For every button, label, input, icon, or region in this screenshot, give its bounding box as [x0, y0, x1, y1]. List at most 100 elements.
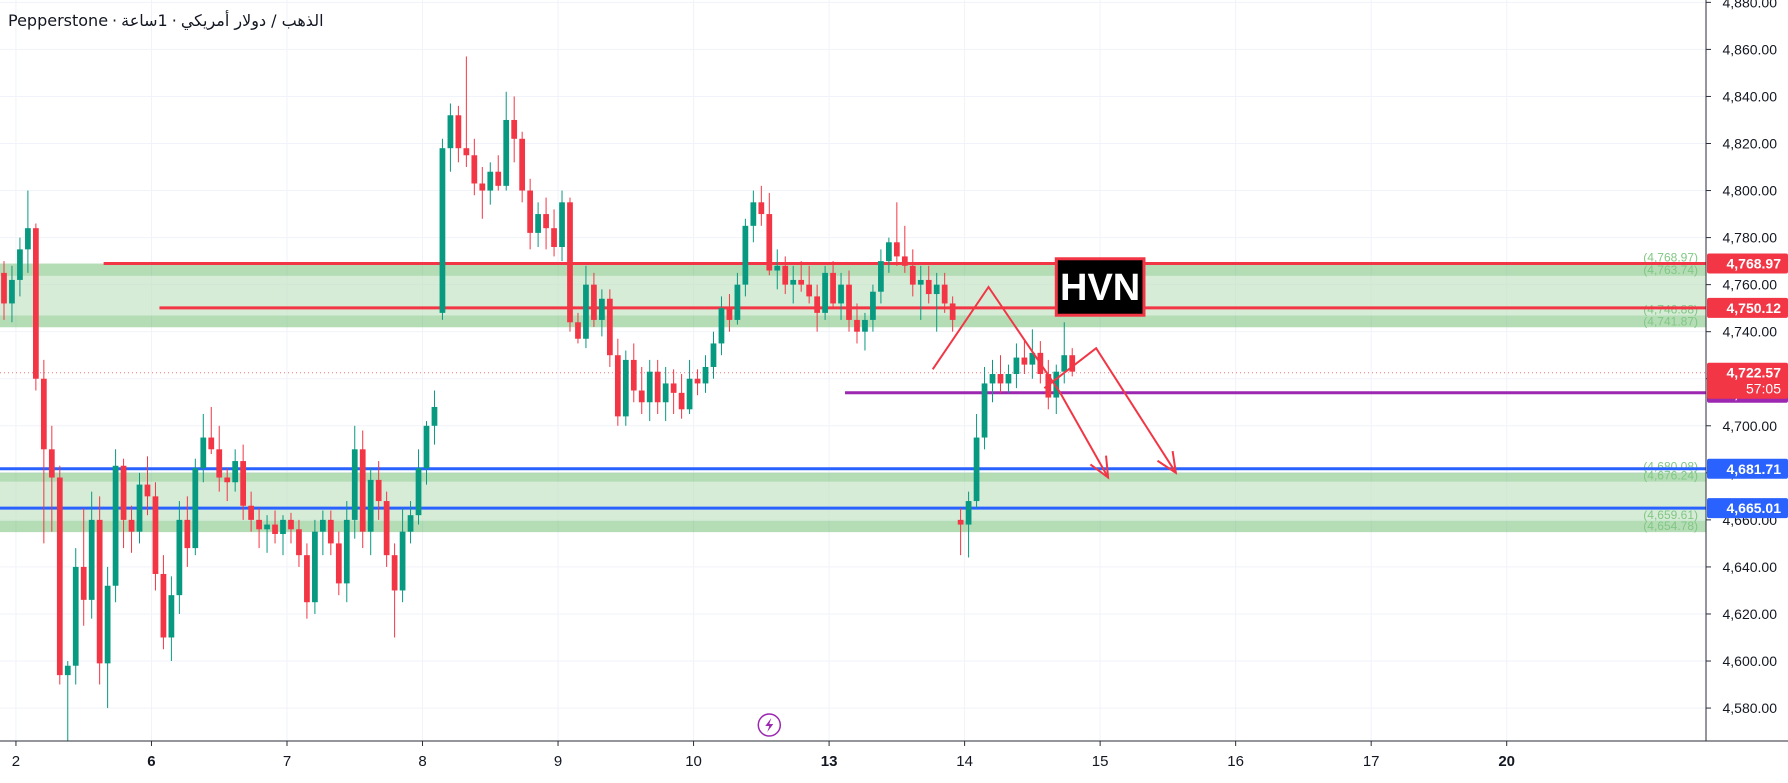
candle-body [870, 291, 876, 320]
candle [774, 249, 781, 290]
candle [168, 576, 175, 662]
candle-body [455, 115, 462, 149]
candle [901, 225, 908, 273]
candle-body [630, 359, 637, 391]
resistance-upper-badge: 4,768.97 [1707, 253, 1788, 274]
candle [854, 303, 860, 344]
candle [152, 482, 159, 591]
candle-body [742, 225, 749, 285]
candle [599, 289, 605, 337]
zone-boundary-label: (4,741.87) [1643, 314, 1698, 328]
candle [40, 359, 47, 544]
candle-body [72, 566, 79, 666]
candle [678, 374, 685, 419]
candle-body [758, 202, 765, 215]
candle [654, 359, 661, 415]
candles [1, 56, 1076, 741]
broker-name: Pepperstone [8, 11, 109, 30]
candle-body [917, 279, 924, 285]
candle [200, 414, 207, 483]
candle-body [702, 366, 709, 384]
candle [973, 414, 980, 509]
time-tick-label: 16 [1227, 753, 1244, 770]
candle [1021, 338, 1028, 375]
candle-body [343, 519, 350, 584]
candle-body [949, 303, 956, 320]
candle [957, 508, 964, 556]
candle-body [909, 265, 916, 285]
candle [862, 312, 868, 351]
candle [989, 359, 996, 403]
candle-body [351, 449, 358, 520]
candle-body [264, 524, 270, 530]
candle-body [439, 148, 446, 313]
candle-body [782, 265, 789, 285]
candle-body [591, 284, 597, 320]
candle [351, 425, 358, 539]
candle [88, 491, 95, 619]
candle-body [184, 519, 191, 549]
price-tick-label: 4,780.00 [1723, 230, 1778, 246]
price-tick-label: 4,740.00 [1723, 324, 1778, 340]
candle-body [200, 437, 207, 469]
candle-body [886, 242, 892, 262]
resistance-upper-badge-text: 4,768.97 [1727, 256, 1782, 272]
time-tick-label: 10 [685, 753, 702, 770]
candle-body [622, 359, 629, 417]
candle [359, 430, 366, 549]
candle-body [56, 477, 63, 676]
candle [814, 284, 820, 332]
symbol-title: Pepperstone · الذهب / دولار أمريكي·1ساعة [8, 11, 324, 30]
arrow-head [1089, 455, 1110, 480]
candle-body [17, 249, 23, 280]
candle [614, 338, 621, 426]
candle-body [973, 437, 980, 502]
candle-body [726, 308, 733, 320]
candle [335, 531, 342, 596]
price-tick-label: 4,860.00 [1723, 41, 1778, 57]
hvn-zone-inner [0, 481, 1706, 521]
candle-body [88, 519, 95, 600]
candle-body [296, 529, 302, 556]
candle-body [830, 272, 836, 304]
candle [391, 543, 398, 638]
candle [1029, 329, 1036, 379]
candle-body [965, 501, 972, 525]
candle-body [224, 477, 231, 483]
candle-body [272, 524, 278, 534]
candle-body [192, 468, 199, 549]
price-tick-label: 4,580.00 [1723, 700, 1778, 716]
candle-body [662, 383, 669, 403]
candle-body [846, 284, 852, 320]
resistance-upper-badge-bg [1707, 253, 1788, 274]
candle-body [535, 214, 541, 233]
candle [870, 284, 876, 332]
candle-body [1013, 357, 1020, 375]
price-tick-label: 4,700.00 [1723, 418, 1778, 434]
projection-line [931, 285, 1109, 479]
candle-body [319, 519, 326, 532]
candle [312, 519, 318, 614]
candle [503, 91, 510, 191]
candle-body [367, 479, 374, 532]
candle [511, 96, 518, 163]
candle-body [335, 543, 342, 584]
candle [399, 508, 406, 603]
candle [638, 366, 645, 415]
candle [304, 543, 310, 619]
candle-body [981, 383, 988, 438]
candle [535, 202, 541, 247]
candle [838, 272, 844, 320]
candle [160, 555, 167, 650]
candle-body [678, 392, 685, 410]
price-tick-label: 4,800.00 [1723, 183, 1778, 199]
candle [25, 190, 31, 273]
candle-body [25, 228, 31, 250]
support-upper-badge-bg [1707, 458, 1788, 479]
candle [694, 369, 701, 396]
candle [128, 505, 135, 553]
candle [662, 366, 669, 422]
candle-body [694, 378, 701, 384]
